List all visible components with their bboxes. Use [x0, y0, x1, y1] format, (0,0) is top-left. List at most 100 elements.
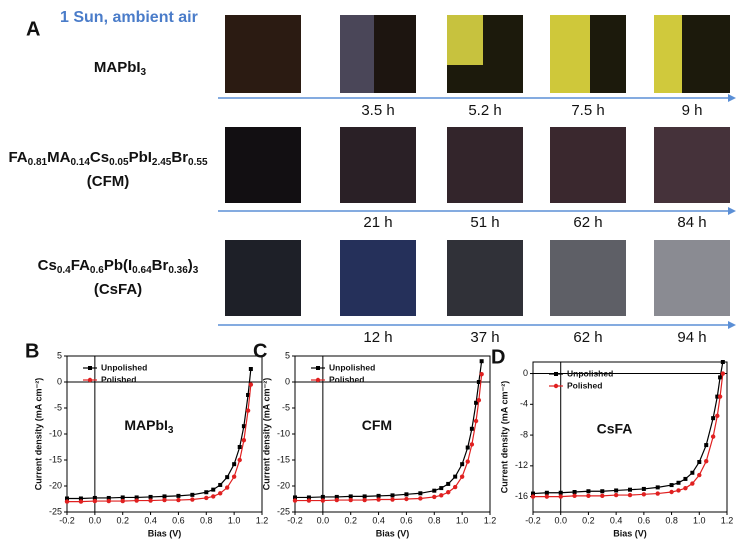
point	[720, 371, 726, 376]
y-tick-label: -25	[49, 506, 62, 516]
point	[176, 493, 181, 498]
annotation: CFM	[362, 417, 392, 433]
x-tick-label: 0.6	[638, 515, 651, 525]
point	[231, 474, 237, 479]
point	[711, 416, 716, 421]
arrowhead	[728, 94, 736, 102]
point	[476, 380, 481, 384]
row-label: Cs0.4FA0.6Pb(I0.64Br0.36)3	[38, 257, 199, 276]
point	[334, 497, 339, 503]
point	[600, 493, 605, 499]
y-tick-label: -20	[49, 480, 62, 490]
photos	[225, 15, 730, 316]
point	[134, 495, 139, 500]
x-tick-label: 0.8	[200, 515, 213, 525]
point	[446, 490, 451, 495]
point	[120, 495, 125, 500]
subscript: 0.36	[168, 265, 188, 276]
y-tick-label: 5	[285, 350, 290, 360]
point	[362, 497, 367, 503]
point	[418, 496, 423, 501]
point	[544, 494, 550, 499]
x-tick-label: 0.0	[317, 515, 330, 525]
y-tick-label: -25	[277, 506, 290, 516]
subscript: 0.14	[70, 157, 90, 168]
point	[586, 489, 591, 494]
x-tick-label: 1.2	[484, 515, 497, 525]
point	[120, 498, 125, 504]
x-tick-label: 1.0	[456, 515, 469, 525]
point	[293, 495, 297, 500]
y-tick-label: 0	[57, 376, 62, 386]
x-axis-label: Bias (V)	[148, 528, 182, 538]
point	[530, 494, 536, 499]
formula-part: )	[188, 257, 193, 274]
point	[418, 491, 423, 496]
point	[439, 486, 444, 491]
subscript: 0.55	[188, 157, 208, 168]
legend-marker	[87, 377, 93, 383]
y-tick-label: -16	[515, 491, 528, 501]
point	[204, 495, 209, 501]
point	[190, 497, 195, 502]
time-label: 94 h	[677, 329, 706, 346]
point	[211, 494, 216, 499]
point	[432, 494, 437, 500]
legend-label: Unpolished	[567, 368, 613, 378]
formula-part: CsFA	[597, 420, 633, 436]
point	[148, 494, 153, 499]
series-line	[295, 361, 483, 499]
photo	[225, 15, 301, 93]
x-tick-label: 1.0	[693, 515, 706, 525]
formula-part: MA	[47, 149, 70, 166]
point	[669, 483, 674, 488]
y-tick-label: 5	[57, 350, 62, 360]
point	[465, 459, 470, 464]
y-tick-label: -5	[54, 402, 62, 412]
subscript: 3	[193, 265, 199, 276]
formula-part: PbI	[129, 149, 152, 166]
point	[237, 445, 242, 449]
subscript: 0.6	[90, 265, 104, 276]
legend-marker	[88, 366, 92, 370]
time-label: 12 h	[363, 329, 392, 346]
point	[720, 360, 725, 364]
point	[710, 434, 716, 439]
legend-label: Polished	[329, 374, 364, 384]
point	[148, 498, 153, 503]
photo	[447, 240, 523, 316]
formula-part: FA	[8, 149, 27, 166]
point	[218, 491, 223, 496]
photo	[550, 240, 626, 316]
point	[690, 470, 695, 475]
arrowhead	[728, 207, 736, 215]
time-label: 7.5 h	[571, 102, 604, 119]
point	[162, 494, 167, 499]
photo	[340, 127, 416, 203]
formula-part: Pb(I	[104, 257, 132, 274]
row-label: FA0.81MA0.14Cs0.05PbI2.45Br0.55	[8, 149, 207, 168]
point	[78, 496, 83, 501]
point	[469, 442, 475, 447]
x-tick-label: 0.6	[172, 515, 185, 525]
formula-part: CFM	[362, 417, 392, 433]
point	[531, 491, 535, 496]
formula-part: MAPbI	[94, 59, 141, 76]
point	[64, 499, 70, 504]
time-label: 21 h	[363, 214, 392, 231]
x-tick-label: 0.8	[665, 515, 678, 525]
point	[641, 486, 646, 491]
x-tick-label: 1.0	[228, 515, 241, 525]
x-tick-label: 0.4	[610, 515, 623, 525]
x-tick-label: -0.2	[59, 515, 75, 525]
photo-part	[340, 15, 374, 93]
series-line	[295, 374, 483, 502]
point	[613, 492, 619, 498]
point	[176, 497, 181, 503]
row-abbr: (CFM)	[87, 173, 129, 190]
point	[246, 393, 251, 397]
x-tick-label: -0.2	[525, 515, 541, 525]
point	[572, 493, 577, 499]
arrowheads	[728, 94, 736, 329]
panel-label: A	[26, 18, 40, 40]
